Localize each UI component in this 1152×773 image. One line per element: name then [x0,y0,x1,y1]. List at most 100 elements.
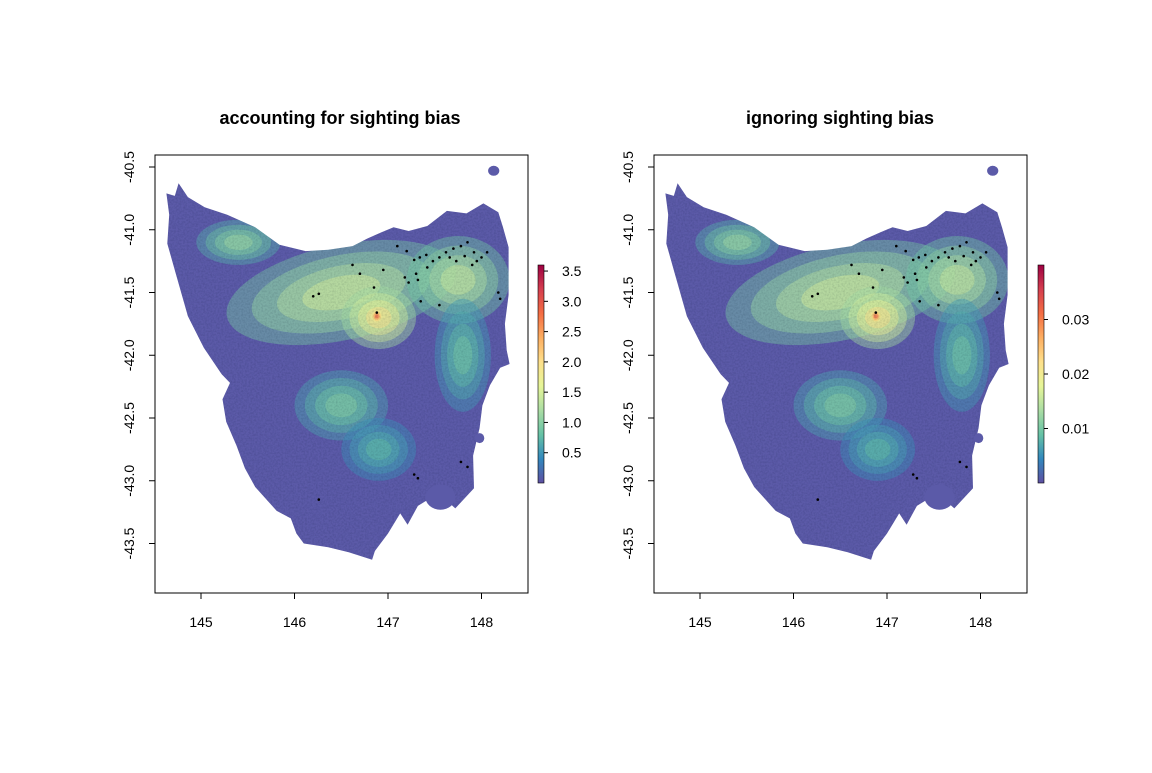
sighting-point [958,460,962,464]
sighting-point [906,281,909,284]
sighting-point [459,460,463,464]
suitability-north-east-highlands [939,265,975,295]
x-axis-ticks: 145 146 147 148 [688,593,992,630]
sighting-point [470,263,474,267]
sighting-point [466,465,469,469]
sighting-point [438,256,441,259]
sighting-point [466,241,469,244]
x-tick-label: 148 [969,614,993,630]
sighting-point [997,297,1001,301]
sighting-point [974,259,978,263]
sighting-point [425,253,428,257]
suitability-east-coast [453,336,473,375]
sighting-point [463,254,467,258]
y-tick-label: -41.0 [121,214,137,246]
sighting-point [414,272,418,276]
suitability-hotspot [374,314,379,319]
colorbar-ramp [1037,264,1045,484]
colorbar-ramp [537,264,545,484]
sighting-point [996,291,999,294]
sighting-point [971,251,975,254]
sighting-point [403,276,407,279]
island [488,165,500,176]
colorbar: 0.03 0.02 0.01 [1037,264,1089,484]
y-tick-label: -43.0 [620,465,636,497]
sighting-point [937,303,940,307]
sighting-point [924,253,927,257]
suitability-central-plateau [824,393,857,418]
sighting-point [407,281,410,284]
sighting-point [419,300,423,303]
colorbar-tick-label: 3.0 [562,293,582,309]
suitability-east-coast [952,336,972,375]
sighting-point [850,263,853,267]
sighting-point [857,272,861,276]
sighting-point [311,295,315,298]
colorbar-tick-label: 1.5 [562,384,582,400]
sighting-point [958,244,962,248]
sighting-point [452,247,455,250]
sighting-point [871,286,875,289]
sighting-point [810,295,814,298]
sighting-point [472,251,476,254]
suitability-derwent-valley [865,438,891,461]
y-tick-label: -42.5 [620,402,636,434]
sighting-point [382,268,385,272]
map-raster [665,165,1009,560]
sighting-point [874,311,878,314]
sighting-point [911,473,915,476]
sighting-point [431,259,435,263]
suitability-derwent-valley [366,438,392,461]
x-tick-label: 145 [688,614,712,630]
sighting-point [351,263,354,267]
sighting-point [498,297,502,301]
sighting-point [965,465,968,469]
x-tick-label: 146 [782,614,806,630]
sighting-point [943,251,947,254]
sighting-points [311,241,502,501]
y-tick-label: -43.5 [121,527,137,559]
sighting-point [915,278,919,282]
y-axis-ticks: -40.5 -41.0 -41.5 -42.0 -42.5 -43.0 -43.… [620,151,654,559]
colorbar-tick-label: 1.0 [562,414,582,430]
suitability-hotspot [873,314,878,319]
sighting-point [969,263,973,267]
colorbar-tick-label: 3.5 [562,263,582,279]
island [973,433,984,444]
y-tick-label: -41.0 [620,214,636,246]
x-tick-label: 145 [189,614,213,630]
sighting-point [475,259,479,263]
sighting-point [444,251,448,254]
sighting-point [881,268,884,272]
sighting-point [918,300,921,303]
plot-frame [154,154,529,594]
sighting-point [915,476,919,480]
sighting-point [396,244,399,248]
sighting-point [816,498,820,501]
sighting-point [480,256,483,259]
colorbar: 3.5 3.0 2.5 2.0 1.5 1.0 0.5 [537,263,582,484]
sighting-point [895,244,898,248]
y-axis-ticks: -40.5 -41.0 -41.5 -42.0 -42.5 -43.0 -43.… [121,151,155,559]
colorbar-tick-label: 2.5 [562,324,582,340]
panel-title: ignoring sighting bias [746,108,934,128]
sighting-point [979,256,982,259]
x-tick-label: 147 [376,614,400,630]
suitability-north-east-highlands [440,265,476,295]
x-tick-label: 148 [470,614,494,630]
sighting-points [810,241,1001,501]
sighting-point [984,251,988,254]
sighting-point [426,266,429,269]
suitability-north-west-zone [224,234,253,250]
sighting-point [416,476,420,480]
y-tick-label: -41.5 [620,276,636,308]
sighting-point [459,244,463,248]
sighting-point [816,292,820,296]
island [425,484,456,510]
sighting-point [317,292,321,296]
sighting-point [485,251,489,254]
x-tick-label: 146 [283,614,307,630]
island [924,484,955,510]
